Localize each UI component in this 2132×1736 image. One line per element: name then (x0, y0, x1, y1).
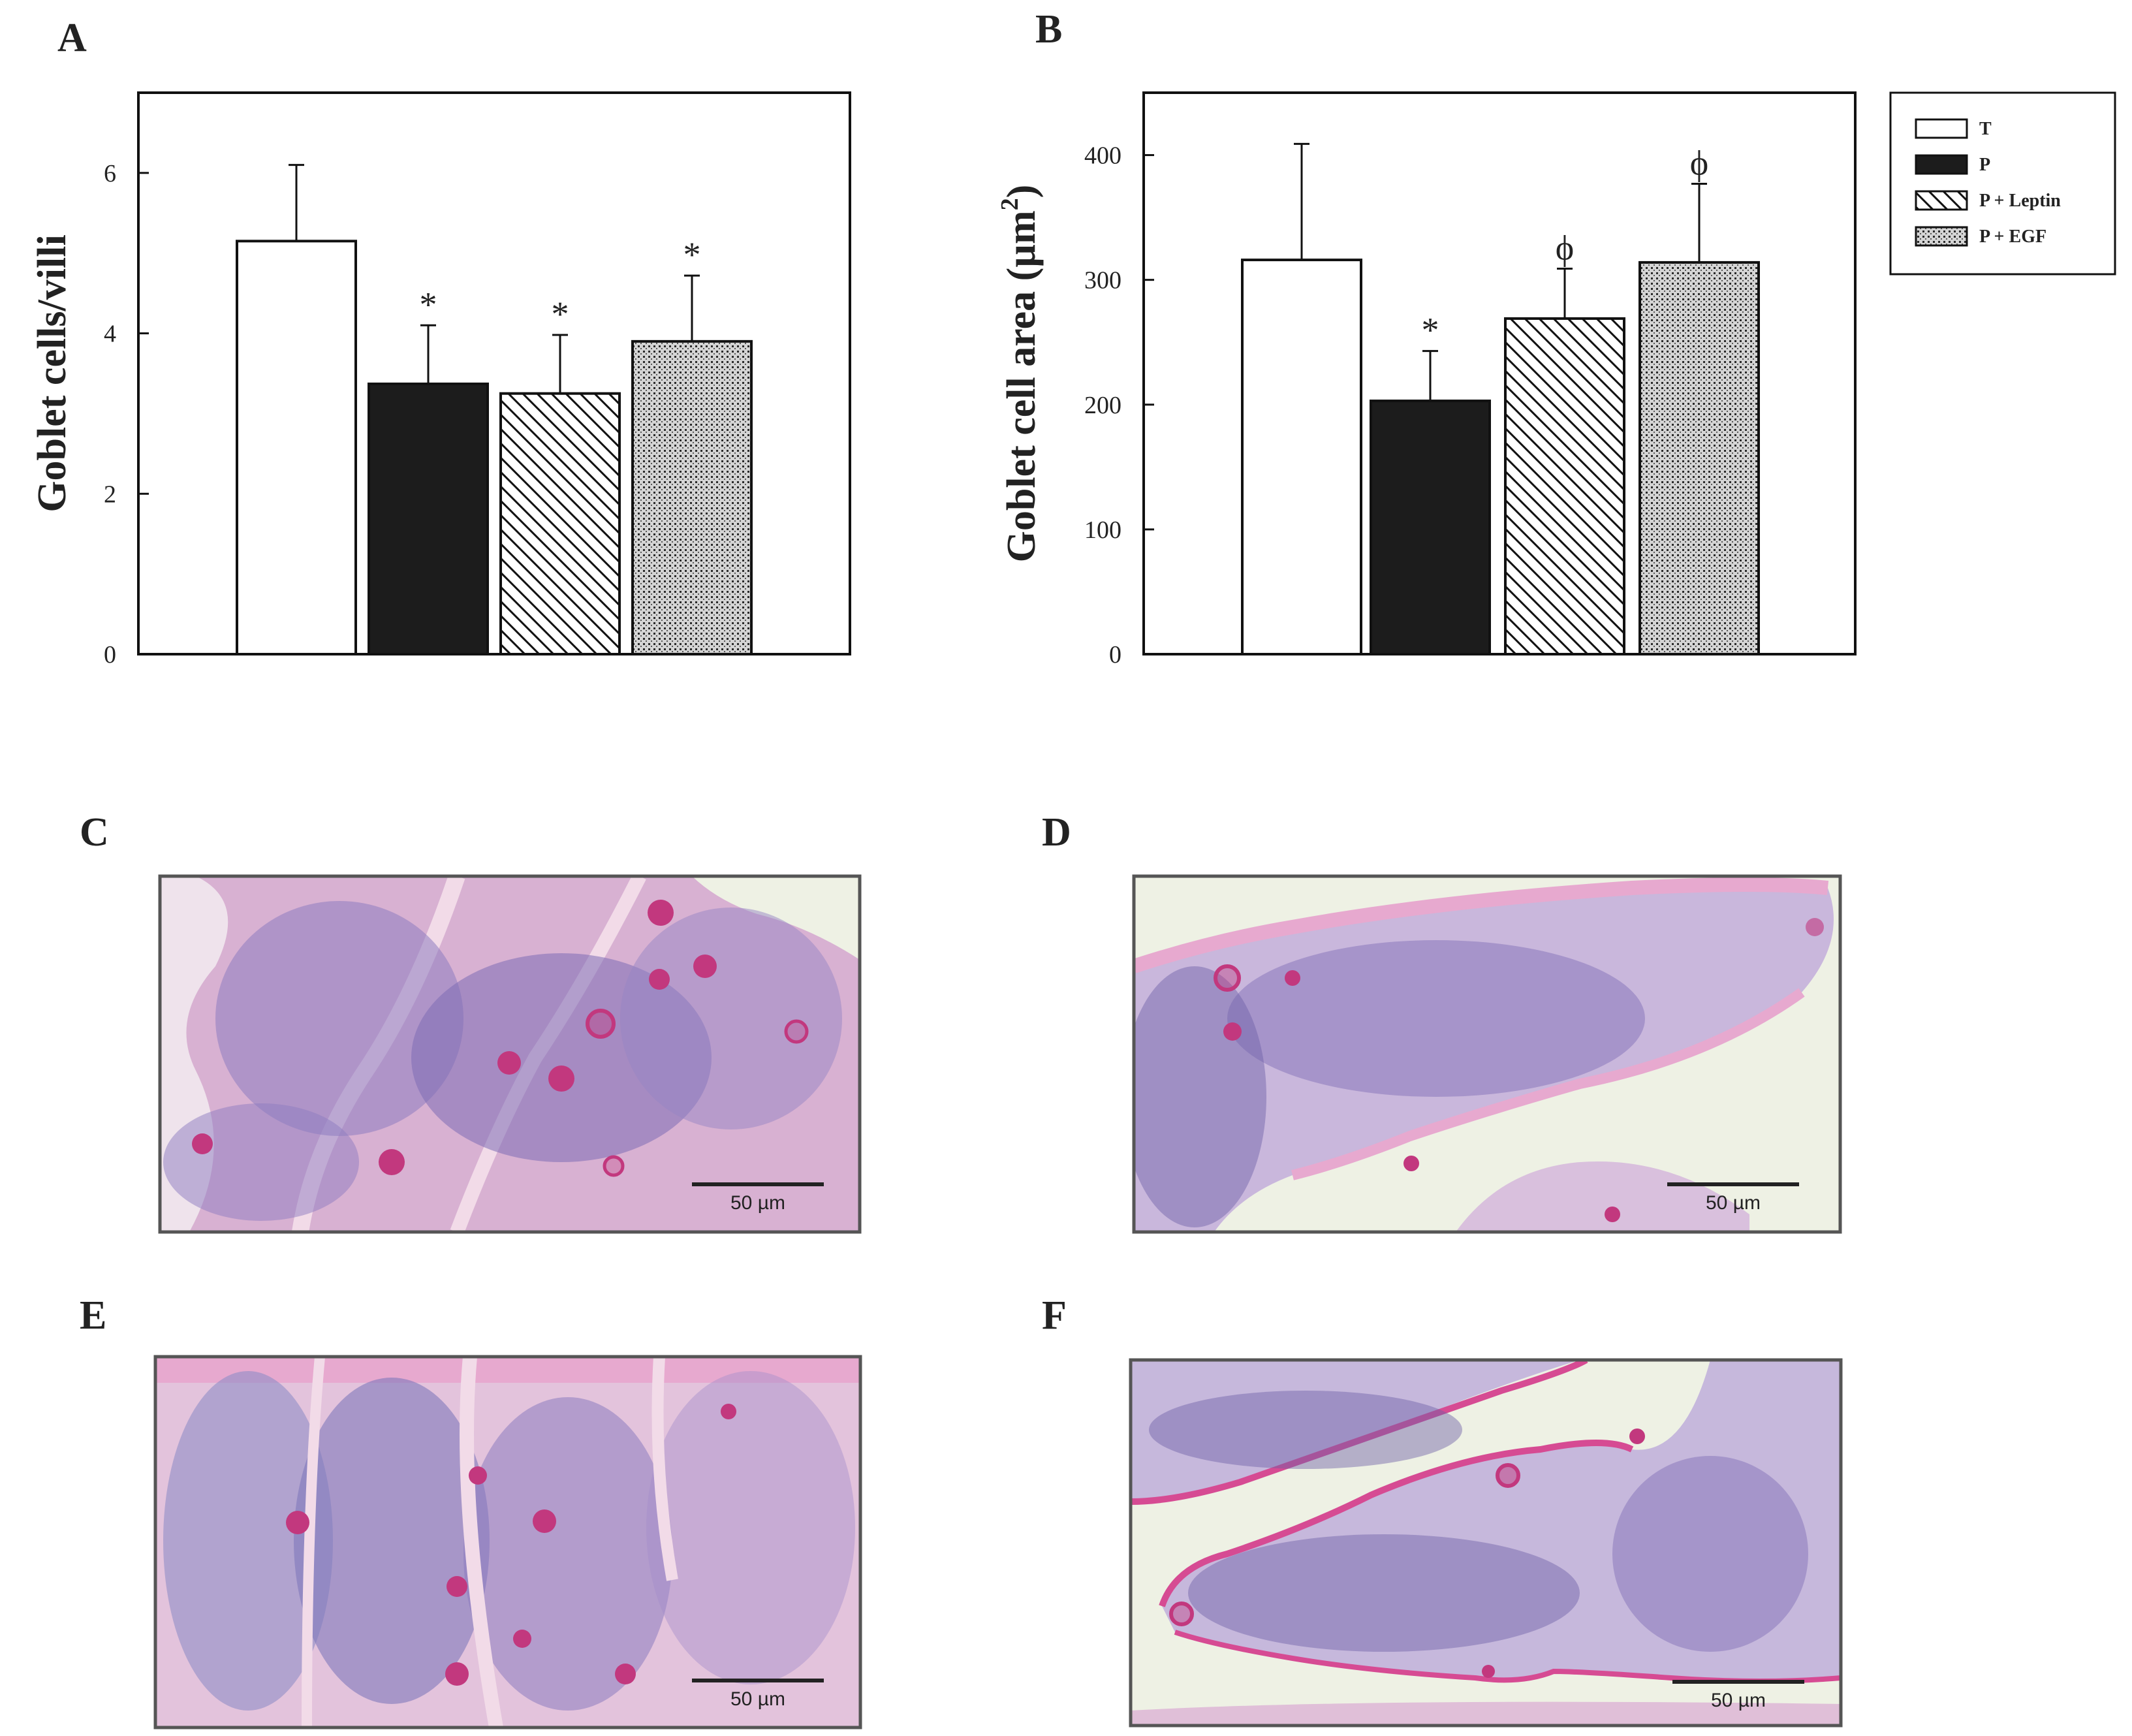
micrograph-d-frame (1132, 874, 1842, 1234)
micrograph-c-image (160, 876, 860, 1232)
micrograph-d-image (1134, 876, 1840, 1232)
panel-letter-c: C (80, 810, 109, 855)
scale-label-c: 50 µm (730, 1192, 785, 1214)
y-tick-label-b-0: 0 (1109, 641, 1121, 669)
legend-swatch-p-leptin (1915, 190, 1968, 211)
y-tick-label-a-0: 0 (104, 641, 116, 669)
scale-label-f: 50 µm (1711, 1690, 1766, 1711)
micrograph-d: 50 µm (1132, 874, 1842, 1234)
annotation-b-p-leptin: ϕ (1556, 228, 1574, 267)
legend-label-p-egf: P + EGF (1979, 227, 2046, 247)
micrograph-c: 50 µm (158, 874, 862, 1234)
annotation-a-p: * (420, 285, 437, 324)
panel-letter-d: D (1042, 810, 1071, 855)
bar-b-p-egf (1638, 260, 1760, 655)
y-tick-label-b-200: 200 (1084, 392, 1121, 419)
chart-b: 0 100 200 300 400 * ϕ ϕ Goblet cell area (µm2) (996, 91, 1857, 669)
plot-frame-a (137, 91, 851, 655)
bar-b-t (1241, 259, 1362, 656)
micrograph-f-image (1131, 1360, 1841, 1726)
y-tick-label-b-100: 100 (1084, 516, 1121, 544)
micrograph-e: 50 µm (153, 1355, 862, 1729)
legend-swatch-t (1915, 118, 1968, 139)
y-axis-title-close-b: ) (999, 185, 1044, 198)
bar-a-p-egf (631, 339, 753, 655)
y-tick-label-b-300: 300 (1084, 267, 1121, 294)
panel-letter-e: E (80, 1293, 106, 1338)
y-axis-title-superscript-b: 2 (996, 198, 1024, 210)
y-tick-label-a-4: 4 (104, 321, 116, 348)
micrograph-f-frame (1129, 1358, 1843, 1728)
legend-swatch-p (1915, 154, 1968, 175)
chart-a: 0 2 4 6 * * * Goblet cells/villi (30, 91, 851, 669)
y-axis-title-b: Goblet cell area (µm2) (996, 185, 1044, 563)
micrograph-e-frame (153, 1355, 862, 1729)
bar-a-p (368, 382, 489, 655)
micrograph-f: 50 µm (1129, 1358, 1843, 1728)
legend-label-t: T (1979, 119, 1992, 139)
panel-letter-b: B (1035, 7, 1062, 52)
annotation-b-p: * (1422, 311, 1439, 350)
plot-frame-b (1142, 91, 1857, 655)
legend: T P P + Leptin P + EGF (1889, 91, 2116, 276)
panel-letter-a: A (57, 16, 87, 60)
y-tick-label-a-2: 2 (104, 481, 116, 508)
y-tick-label-b-400: 400 (1084, 142, 1121, 170)
scale-label-e: 50 µm (730, 1688, 785, 1710)
annotation-b-p-egf: ϕ (1690, 144, 1708, 183)
annotation-a-p-egf: * (683, 235, 701, 274)
bar-b-p (1370, 400, 1491, 655)
y-axis-title-a: Goblet cells/villi (30, 234, 74, 512)
bar-a-t (236, 240, 357, 655)
annotation-a-p-leptin: * (552, 294, 569, 334)
legend-swatch-p-egf (1915, 226, 1968, 247)
micrograph-c-frame (158, 874, 862, 1234)
bar-a-p-leptin (499, 392, 621, 655)
legend-label-p: P (1979, 155, 1990, 175)
legend-label-p-leptin: P + Leptin (1979, 191, 2061, 211)
y-tick-label-a-6: 6 (104, 160, 116, 187)
scale-label-d: 50 µm (1706, 1192, 1761, 1214)
bar-b-p-leptin (1504, 317, 1625, 655)
micrograph-e-image (155, 1357, 860, 1728)
panel-letter-f: F (1042, 1293, 1067, 1338)
